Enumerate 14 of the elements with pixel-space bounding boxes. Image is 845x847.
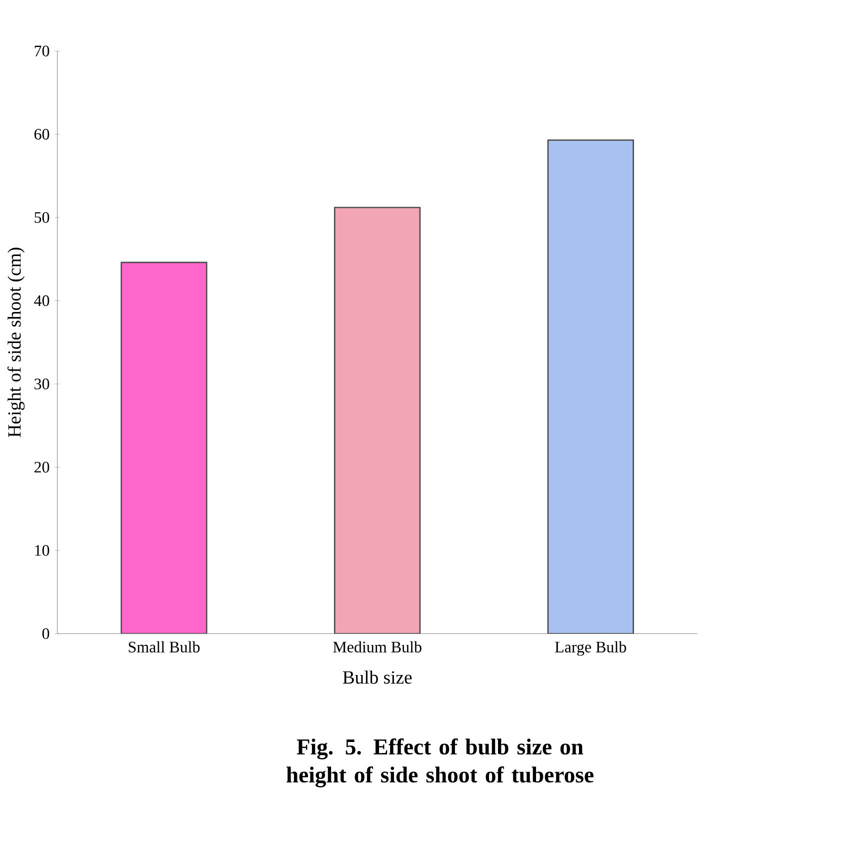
y-tick-label: 40 (34, 295, 50, 306)
x-tick-label: Small Bulb (128, 641, 200, 652)
text: Fig. 5. Effect of bulb size on height of side shoot of tuberose (286, 738, 594, 788)
y-tick-label: 20 (34, 462, 50, 473)
y-tick-label: 60 (34, 128, 50, 140)
x-axis-title: Bulb size (342, 670, 412, 684)
y-tick-label: 10 (35, 545, 50, 556)
y-axis-title: Height of side shoot (cm) (7, 248, 25, 438)
y-tick-label: 70 (34, 46, 50, 56)
y-tick-label: 0 (42, 628, 50, 640)
x-tick-label: Large Bulb (555, 641, 626, 656)
x-tick-label: Medium Bulb (333, 641, 422, 652)
y-tick-label: 50 (34, 212, 50, 223)
y-tick-label: 30 (34, 378, 50, 390)
